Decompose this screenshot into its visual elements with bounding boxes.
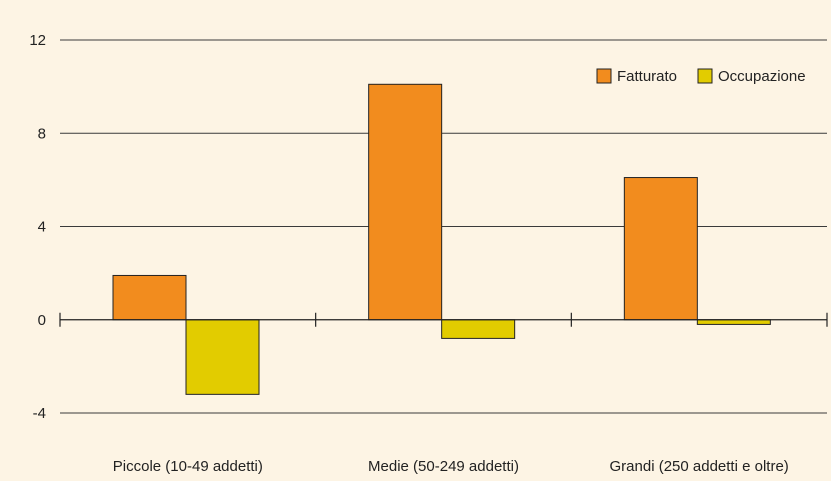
y-tick-label: 12 (29, 32, 46, 49)
y-tick-labels: 12 8 4 0 -4 (29, 32, 46, 422)
legend-label-fatturato: Fatturato (617, 68, 677, 85)
bar-occupazione-0 (185, 319, 260, 395)
x-axis (59, 312, 828, 327)
y-tick-label: 4 (38, 219, 46, 236)
y-tick-label: -4 (33, 405, 46, 422)
bar-fatturato-1 (368, 83, 443, 321)
bar-occupazione-2 (696, 319, 771, 325)
legend: Fatturato Occupazione (596, 68, 806, 85)
bar-fatturato-0 (112, 274, 187, 321)
category-label: Piccole (10-49 addetti) (113, 458, 263, 475)
bar-occupazione-1 (441, 319, 516, 339)
y-tick-label: 0 (38, 312, 46, 329)
bar-fatturato-2 (623, 177, 698, 321)
category-labels: Piccole (10-49 addetti) Medie (50-249 add… (113, 458, 789, 475)
legend-label-occupazione: Occupazione (718, 68, 806, 85)
category-label: Medie (50-249 addetti) (368, 458, 519, 475)
legend-swatch-occupazione (697, 68, 713, 84)
category-label: Grandi (250 addetti e oltre) (610, 458, 789, 475)
legend-swatch-fatturato (596, 68, 612, 84)
bars (112, 83, 771, 395)
y-tick-label: 8 (38, 125, 46, 142)
grid-lines (60, 39, 827, 414)
